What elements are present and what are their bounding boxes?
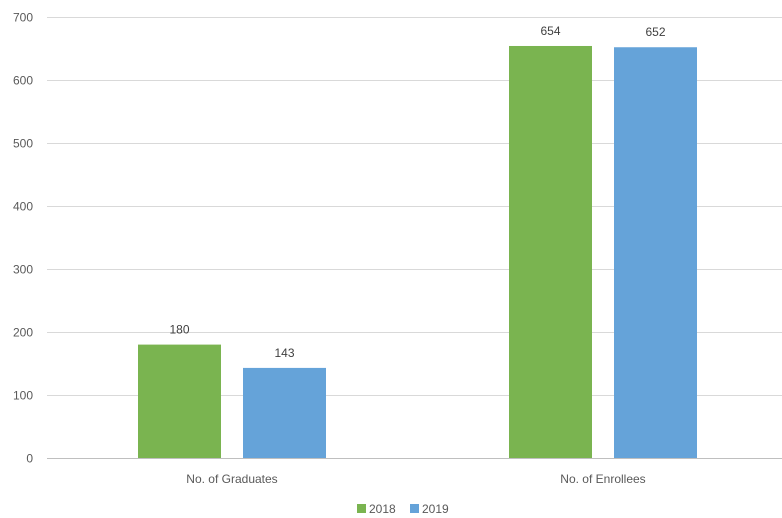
y-tick-label: 200	[13, 326, 33, 340]
category-label: No. of Enrollees	[560, 472, 645, 486]
legend-swatch	[357, 504, 366, 513]
y-tick-label: 600	[13, 74, 33, 88]
legend-swatch	[410, 504, 419, 513]
category-label: No. of Graduates	[186, 472, 277, 486]
y-tick-label: 400	[13, 200, 33, 214]
y-tick-label: 300	[13, 263, 33, 277]
y-tick-label: 500	[13, 137, 33, 151]
x-axis-categories: No. of Graduates No. of Enrollees	[186, 472, 645, 486]
y-axis-ticks: 0 100 200 300 400 500 600 700	[13, 11, 33, 466]
y-tick-label: 700	[13, 11, 33, 25]
bar-2018-1	[509, 45, 592, 458]
y-tick-label: 100	[13, 389, 33, 403]
data-label: 652	[645, 25, 665, 39]
bars	[138, 45, 697, 459]
bar-2019-0	[243, 367, 326, 458]
bar-2018-0	[138, 344, 221, 458]
legend-label: 2018	[369, 502, 396, 516]
bar-2019-1	[614, 47, 697, 459]
data-label: 180	[169, 323, 189, 337]
data-labels: 180 143 654 652	[169, 24, 665, 360]
data-label: 654	[540, 24, 560, 38]
data-label: 143	[274, 346, 294, 360]
y-tick-label: 0	[26, 452, 33, 466]
legend-label: 2019	[422, 502, 449, 516]
legend: 2018 2019	[357, 502, 449, 516]
